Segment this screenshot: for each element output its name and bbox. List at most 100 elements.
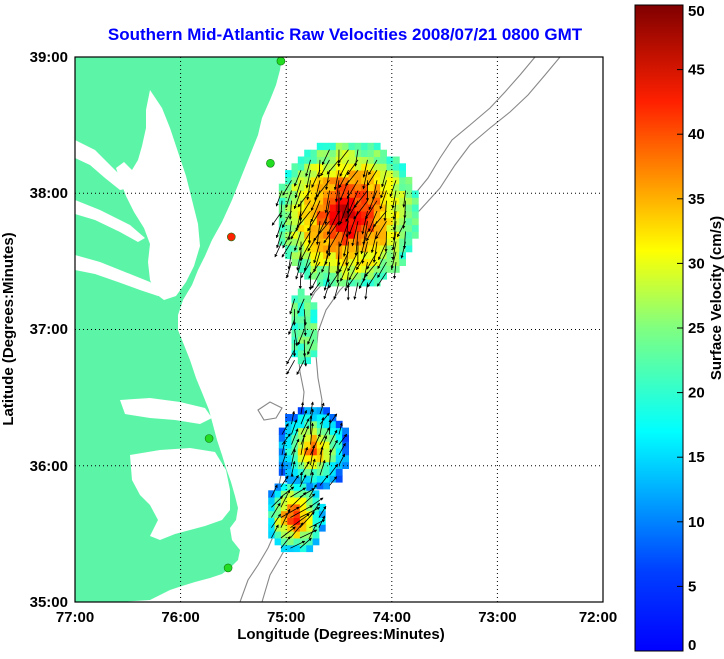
velocity-vector	[290, 474, 299, 488]
velocity-cell	[285, 224, 292, 232]
velocity-cell	[386, 176, 394, 185]
velocity-vector	[324, 190, 330, 214]
velocity-cell	[348, 170, 356, 178]
velocity-cell	[304, 448, 311, 456]
velocity-vector	[291, 438, 300, 455]
velocity-cell	[392, 231, 400, 239]
velocity-cell	[411, 231, 419, 239]
velocity-cell	[306, 483, 314, 491]
velocity-vector	[372, 241, 378, 264]
chesapeake-bay	[116, 90, 200, 300]
velocity-cell	[297, 315, 305, 324]
velocity-cell	[280, 503, 288, 512]
velocity-cell	[312, 538, 320, 546]
velocity-cell	[306, 497, 314, 505]
velocity-cell	[285, 454, 292, 463]
velocity-cell	[278, 454, 286, 463]
velocity-cell	[354, 211, 362, 219]
velocity-vector	[337, 149, 349, 164]
velocity-cell	[335, 468, 343, 476]
velocity-cell	[268, 490, 275, 498]
velocity-cell	[373, 204, 381, 212]
velocity-vector	[353, 190, 368, 209]
y-tick-label: 36:00	[30, 458, 68, 475]
velocity-cell	[323, 190, 330, 198]
velocity-cell	[316, 163, 324, 171]
velocity-cell	[329, 475, 337, 483]
velocity-cell	[405, 211, 413, 219]
grid-lines	[75, 57, 603, 602]
potomac-river	[75, 140, 130, 190]
velocity-vector	[309, 502, 320, 518]
velocity-vector	[290, 487, 307, 498]
velocity-cell	[373, 265, 381, 273]
map-plot-area[interactable]	[74, 56, 604, 603]
velocity-vector	[375, 220, 387, 240]
velocity-vector	[338, 422, 343, 435]
velocity-vector	[306, 180, 311, 201]
velocity-cell	[287, 483, 295, 491]
velocity-cell	[285, 414, 292, 422]
velocity-vector	[281, 210, 292, 228]
velocity-cell	[285, 231, 292, 239]
velocity-cell	[291, 468, 299, 476]
velocity-cell	[318, 503, 326, 512]
velocity-cell	[367, 272, 375, 280]
velocity-vector	[381, 169, 387, 188]
velocity-cell	[386, 204, 394, 212]
velocity-cell	[304, 329, 311, 337]
velocity-vector	[329, 429, 338, 445]
velocity-vector	[300, 409, 307, 425]
velocity-vector	[299, 507, 321, 518]
velocity-cell	[392, 163, 400, 171]
velocity-vector	[288, 200, 292, 220]
velocity-cell	[323, 461, 330, 469]
velocity-cell	[310, 434, 318, 442]
velocity-cell	[316, 170, 324, 178]
x-axis-label: Longitude (Degrees:Minutes)	[237, 626, 445, 643]
velocity-cell	[287, 517, 295, 525]
velocity-vector	[319, 427, 330, 445]
velocity-cell	[278, 441, 286, 449]
velocity-cell	[316, 265, 324, 273]
velocity-cell	[312, 524, 320, 532]
velocity-cell	[297, 434, 305, 442]
velocity-vector	[286, 360, 295, 375]
velocity-cell	[312, 510, 320, 518]
velocity-vector	[280, 526, 296, 539]
velocity-cell	[291, 190, 299, 198]
colorbar-tick-label: 0	[688, 637, 696, 654]
velocity-cell	[268, 503, 275, 512]
velocity-cell	[287, 497, 295, 505]
velocity-cell	[329, 468, 337, 476]
velocity-cell	[367, 211, 375, 219]
velocity-vector	[290, 513, 310, 529]
velocity-cell	[361, 217, 368, 226]
velocity-vector	[338, 433, 348, 445]
velocity-vector	[280, 486, 295, 498]
velocity-cell	[304, 163, 311, 171]
colorbar-tick-label: 10	[688, 514, 705, 531]
velocity-cell	[329, 197, 337, 205]
colorbar: 0 5 10 15 20 25 30 35 40 45 50 Surface Velocity (c…	[634, 3, 724, 654]
velocity-cell	[323, 434, 330, 442]
velocity-cell	[291, 434, 299, 442]
velocity-cell	[354, 224, 362, 232]
velocity-cell	[316, 414, 324, 422]
y-axis-label: Latitude (Degrees:Minutes)	[0, 232, 17, 425]
velocity-cell	[278, 211, 286, 219]
velocity-vector	[279, 200, 283, 219]
velocity-vector	[297, 329, 305, 346]
velocity-cell	[399, 183, 406, 191]
velocity-vector	[309, 523, 317, 539]
velocity-cell	[386, 217, 394, 226]
velocity-cell	[380, 272, 387, 280]
velocity-cell	[278, 183, 286, 191]
velocity-cell	[280, 524, 288, 532]
velocity-vector	[383, 200, 387, 222]
velocity-cell	[342, 427, 349, 435]
velocity-cell	[293, 524, 301, 532]
velocity-vector	[307, 339, 315, 355]
velocity-cell	[380, 204, 387, 212]
